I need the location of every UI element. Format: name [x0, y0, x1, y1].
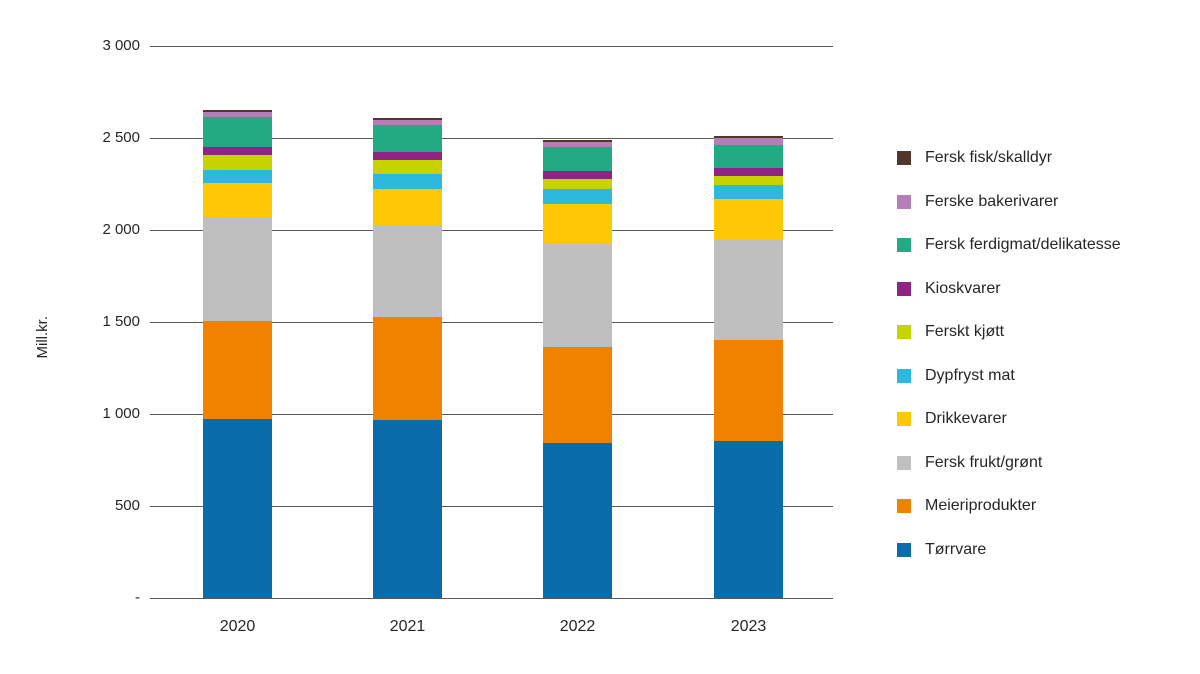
- bar-2023: [714, 46, 783, 598]
- legend-item-drikkevarer: Drikkevarer: [897, 405, 1007, 433]
- y-axis-title: Mill.kr.: [34, 316, 51, 359]
- bar-2020-segment-fersk-frukt-gront: [203, 217, 272, 322]
- bar-2021-segment-ferske-bakerivarer: [373, 119, 442, 126]
- bar-2023-segment-fersk-fisk-skalldyr: [714, 136, 783, 139]
- bar-2022-segment-dypfryst-mat: [543, 188, 612, 205]
- bar-2022-segment-torrvare: [543, 442, 612, 598]
- bar-2023-segment-fersk-ferdigmat-delikatesse: [714, 144, 783, 169]
- bar-2021-segment-meieriprodukter: [373, 317, 442, 421]
- bar-2020-segment-dypfryst-mat: [203, 170, 272, 184]
- bar-2021-segment-fersk-fisk-skalldyr: [373, 117, 442, 120]
- bar-2023-segment-kioskvarer: [714, 168, 783, 176]
- legend-label-fersk-ferdigmat-delikatesse: Fersk ferdigmat/delikatesse: [925, 236, 1121, 253]
- bar-2021-segment-dypfryst-mat: [373, 173, 442, 189]
- y-tick-label-3000: 3 000: [102, 37, 140, 54]
- y-tick-label-0: -: [135, 589, 140, 606]
- bar-2020-segment-ferske-bakerivarer: [203, 112, 272, 117]
- legend-swatch-kioskvarer: [897, 281, 911, 296]
- bar-2020-segment-meieriprodukter: [203, 321, 272, 419]
- legend-swatch-fersk-frukt-gront: [897, 455, 911, 470]
- bar-2022-segment-ferskt-kjott: [543, 178, 612, 189]
- legend-label-drikkevarer: Drikkevarer: [925, 410, 1007, 427]
- bar-2022-segment-kioskvarer: [543, 171, 612, 179]
- bar-2021-segment-drikkevarer: [373, 188, 442, 225]
- legend-item-kioskvarer: Kioskvarer: [897, 275, 1001, 303]
- bar-2020-segment-torrvare: [203, 418, 272, 598]
- bar-2022-segment-drikkevarer: [543, 204, 612, 244]
- legend-label-ferske-bakerivarer: Ferske bakerivarer: [925, 192, 1059, 210]
- bar-2020-segment-kioskvarer: [203, 147, 272, 155]
- legend-label-kioskvarer: Kioskvarer: [925, 279, 1001, 297]
- bar-2021-segment-fersk-ferdigmat-delikatesse: [373, 125, 442, 152]
- gridline-2000: [150, 229, 833, 231]
- legend-label-ferskt-kjott: Ferskt kjøtt: [925, 323, 1005, 340]
- bar-2023-segment-meieriprodukter: [714, 339, 783, 441]
- legend-label-torrvare: Tørrvare: [925, 540, 987, 558]
- bar-2021-segment-fersk-frukt-gront: [373, 224, 442, 318]
- y-tick-label-1500: 1 500: [102, 313, 140, 330]
- legend-swatch-drikkevarer: [897, 412, 911, 426]
- bar-2020-segment-fersk-ferdigmat-delikatesse: [203, 116, 272, 148]
- bar-2023-segment-drikkevarer: [714, 198, 783, 241]
- bar-2021-segment-torrvare: [373, 420, 442, 598]
- legend-swatch-meieriprodukter: [897, 499, 911, 513]
- legend-item-meieriprodukter: Meieriprodukter: [897, 492, 1036, 520]
- legend-item-ferske-bakerivarer: Ferske bakerivarer: [897, 188, 1058, 216]
- gridline-0: [150, 597, 833, 599]
- gridline-3000: [150, 45, 833, 47]
- y-tick-label-1000: 1 000: [102, 405, 140, 422]
- legend-swatch-fersk-fisk-skalldyr: [897, 151, 911, 165]
- gridline-1000: [150, 413, 833, 415]
- gridline-1500: [150, 321, 833, 323]
- legend-item-fersk-fisk-skalldyr: Fersk fisk/skalldyr: [897, 144, 1052, 172]
- legend-swatch-ferske-bakerivarer: [897, 194, 911, 209]
- x-tick-label-2021: 2021: [389, 618, 426, 635]
- legend: Fersk fisk/skalldyr Ferske bakerivarer Fer…: [897, 0, 1197, 674]
- bar-2022: [543, 46, 612, 598]
- x-tick-label-2023: 2023: [730, 618, 767, 635]
- gridline-500: [150, 505, 833, 507]
- legend-item-dypfryst-mat: Dypfryst mat: [897, 362, 1015, 390]
- legend-swatch-ferskt-kjott: [897, 325, 911, 339]
- bar-2021-segment-kioskvarer: [373, 151, 442, 161]
- bar-2022-segment-fersk-fisk-skalldyr: [543, 139, 612, 142]
- legend-item-fersk-ferdigmat-delikatesse: Fersk ferdigmat/delikatesse: [897, 231, 1121, 259]
- legend-label-fersk-fisk-skalldyr: Fersk fisk/skalldyr: [925, 149, 1053, 166]
- legend-swatch-torrvare: [897, 542, 911, 557]
- bar-2022-segment-fersk-ferdigmat-delikatesse: [543, 147, 612, 172]
- bar-2023-segment-torrvare: [714, 440, 783, 598]
- bar-2023-segment-dypfryst-mat: [714, 184, 783, 199]
- bar-2020-segment-ferskt-kjott: [203, 154, 272, 171]
- legend-label-fersk-frukt-gront: Fersk frukt/grønt: [925, 453, 1043, 471]
- bar-2020-segment-fersk-fisk-skalldyr: [203, 110, 272, 113]
- bar-2022-segment-fersk-frukt-gront: [543, 243, 612, 347]
- legend-item-ferskt-kjott: Ferskt kjøtt: [897, 318, 1004, 346]
- y-tick-label-2500: 2 500: [102, 129, 140, 146]
- legend-item-fersk-frukt-gront: Fersk frukt/grønt: [897, 449, 1042, 477]
- bar-2021: [373, 46, 442, 598]
- legend-swatch-dypfryst-mat: [897, 368, 911, 383]
- legend-label-meieriprodukter: Meieriprodukter: [925, 497, 1037, 514]
- x-tick-label-2022: 2022: [559, 618, 596, 635]
- bar-2021-segment-ferskt-kjott: [373, 160, 442, 174]
- bar-2023-segment-fersk-frukt-gront: [714, 240, 783, 340]
- legend-label-dypfryst-mat: Dypfryst mat: [925, 366, 1015, 384]
- y-tick-label-500: 500: [114, 497, 140, 514]
- bar-2023-segment-ferskt-kjott: [714, 175, 783, 185]
- bar-2020: [203, 46, 272, 598]
- bar-2023-segment-ferske-bakerivarer: [714, 138, 783, 145]
- legend-swatch-fersk-ferdigmat-delikatesse: [897, 238, 911, 252]
- gridline-2500: [150, 137, 833, 139]
- bar-2020-segment-drikkevarer: [203, 183, 272, 218]
- bar-2022-segment-ferske-bakerivarer: [543, 141, 612, 148]
- bar-2022-segment-meieriprodukter: [543, 346, 612, 443]
- x-tick-label-2020: 2020: [219, 618, 256, 635]
- legend-item-torrvare: Tørrvare: [897, 536, 986, 564]
- y-tick-label-2000: 2 000: [102, 221, 140, 238]
